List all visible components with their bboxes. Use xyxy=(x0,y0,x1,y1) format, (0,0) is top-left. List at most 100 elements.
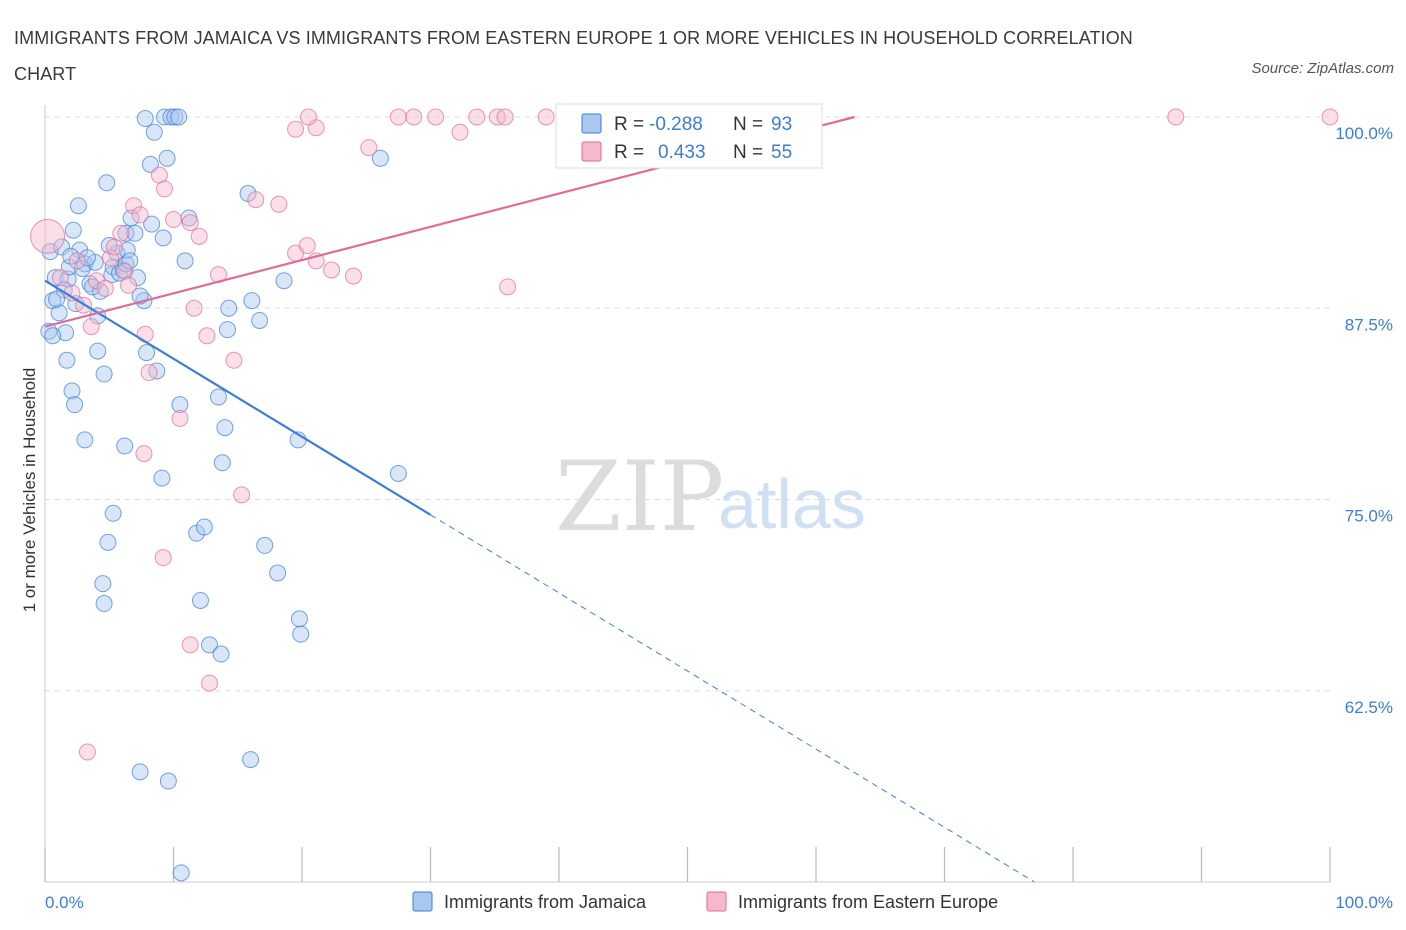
data-point xyxy=(171,396,189,414)
data-point xyxy=(46,269,64,287)
stats-r-value-jamaica: -0.288 xyxy=(649,114,703,135)
data-point xyxy=(243,292,261,310)
data-point xyxy=(95,365,113,383)
data-point xyxy=(138,344,156,362)
y-tick-label: 62.5% xyxy=(1345,698,1393,717)
data-point xyxy=(57,324,75,342)
y-tick-labels: 100.0% 87.5% 75.0% 62.5% xyxy=(1335,124,1393,717)
y-axis-label: 1 or more Vehicles in Household xyxy=(20,368,39,613)
data-point xyxy=(53,238,71,256)
data-point xyxy=(50,304,68,322)
data-point xyxy=(181,214,199,232)
data-point xyxy=(145,123,163,141)
legend-label-eastern-europe: Immigrants from Eastern Europe xyxy=(738,892,998,912)
data-point xyxy=(537,108,555,126)
trendline-jamaica-extension xyxy=(430,514,1035,883)
data-point xyxy=(125,197,143,215)
data-point xyxy=(181,636,199,654)
data-point xyxy=(213,454,231,472)
data-point xyxy=(220,299,238,317)
data-point xyxy=(195,518,213,536)
data-point xyxy=(198,327,216,345)
watermark-atlas: atlas xyxy=(718,465,866,543)
data-point xyxy=(499,278,517,296)
data-point xyxy=(389,108,407,126)
data-point xyxy=(389,464,407,482)
data-point xyxy=(116,263,134,281)
data-point xyxy=(212,645,230,663)
data-point xyxy=(136,325,154,343)
stats-swatch-jamaica xyxy=(581,113,602,134)
watermark: ZIP atlas xyxy=(555,441,866,553)
data-point xyxy=(468,108,486,126)
series-eastern-europe-points xyxy=(30,108,1339,761)
stats-r-label-jamaica: R = xyxy=(614,114,644,135)
data-point xyxy=(89,342,107,360)
data-point xyxy=(166,108,184,126)
data-point xyxy=(170,108,188,126)
data-point xyxy=(112,224,130,242)
data-point xyxy=(287,120,305,138)
data-point xyxy=(78,743,96,761)
data-point xyxy=(98,174,116,192)
data-point xyxy=(78,249,96,267)
stats-n-label-jamaica: N = xyxy=(733,114,763,135)
data-point xyxy=(51,269,69,287)
grid-lines xyxy=(45,116,1330,692)
data-point xyxy=(153,469,171,487)
data-point xyxy=(30,218,66,254)
data-point xyxy=(64,221,82,239)
data-point xyxy=(120,276,138,294)
legend: Immigrants from Jamaica Immigrants from … xyxy=(412,891,998,912)
data-point xyxy=(233,486,251,504)
data-point xyxy=(158,149,176,167)
data-point xyxy=(66,396,84,414)
legend-label-jamaica: Immigrants from Jamaica xyxy=(444,892,647,912)
data-point xyxy=(94,575,112,593)
data-point xyxy=(242,751,260,769)
data-point xyxy=(269,564,287,582)
chart-title: IMMIGRANTS FROM JAMAICA VS IMMIGRANTS FR… xyxy=(14,28,1133,84)
data-point xyxy=(136,110,154,128)
data-point xyxy=(1321,108,1339,126)
data-point xyxy=(371,149,389,167)
data-point xyxy=(405,108,423,126)
data-point xyxy=(225,351,243,369)
y-tick-label: 75.0% xyxy=(1345,507,1393,526)
data-point xyxy=(131,206,149,224)
watermark-zip: ZIP xyxy=(555,441,724,553)
stats-n-label-eastern-europe: N = xyxy=(733,142,763,163)
data-point xyxy=(176,252,194,270)
data-point xyxy=(96,279,114,297)
axes xyxy=(44,105,1331,883)
data-point xyxy=(209,388,227,406)
data-point xyxy=(256,536,274,554)
data-point xyxy=(156,180,174,198)
data-point xyxy=(118,241,136,259)
data-point xyxy=(171,409,189,427)
legend-swatch-eastern-europe xyxy=(706,891,727,912)
stats-r-label-eastern-europe: R = xyxy=(614,142,644,163)
x-tick-labels: 0.0% 100.0% xyxy=(45,893,1393,912)
data-point xyxy=(143,215,161,233)
data-point xyxy=(360,139,378,157)
data-point xyxy=(216,419,234,437)
data-point xyxy=(496,108,514,126)
data-point xyxy=(172,864,190,882)
data-point xyxy=(247,191,265,209)
data-point xyxy=(135,445,153,463)
data-point xyxy=(116,437,134,455)
x-tick-label: 100.0% xyxy=(1335,893,1393,912)
data-point xyxy=(156,108,174,126)
data-point xyxy=(251,311,269,329)
data-point xyxy=(299,108,317,126)
data-point xyxy=(131,763,149,781)
stats-swatch-eastern-europe xyxy=(581,141,602,162)
data-point xyxy=(200,674,218,692)
data-point xyxy=(270,195,288,213)
data-point xyxy=(159,772,177,790)
source-label: Source: ZipAtlas.com xyxy=(1251,60,1394,77)
data-point xyxy=(121,252,139,270)
data-point xyxy=(140,364,158,382)
